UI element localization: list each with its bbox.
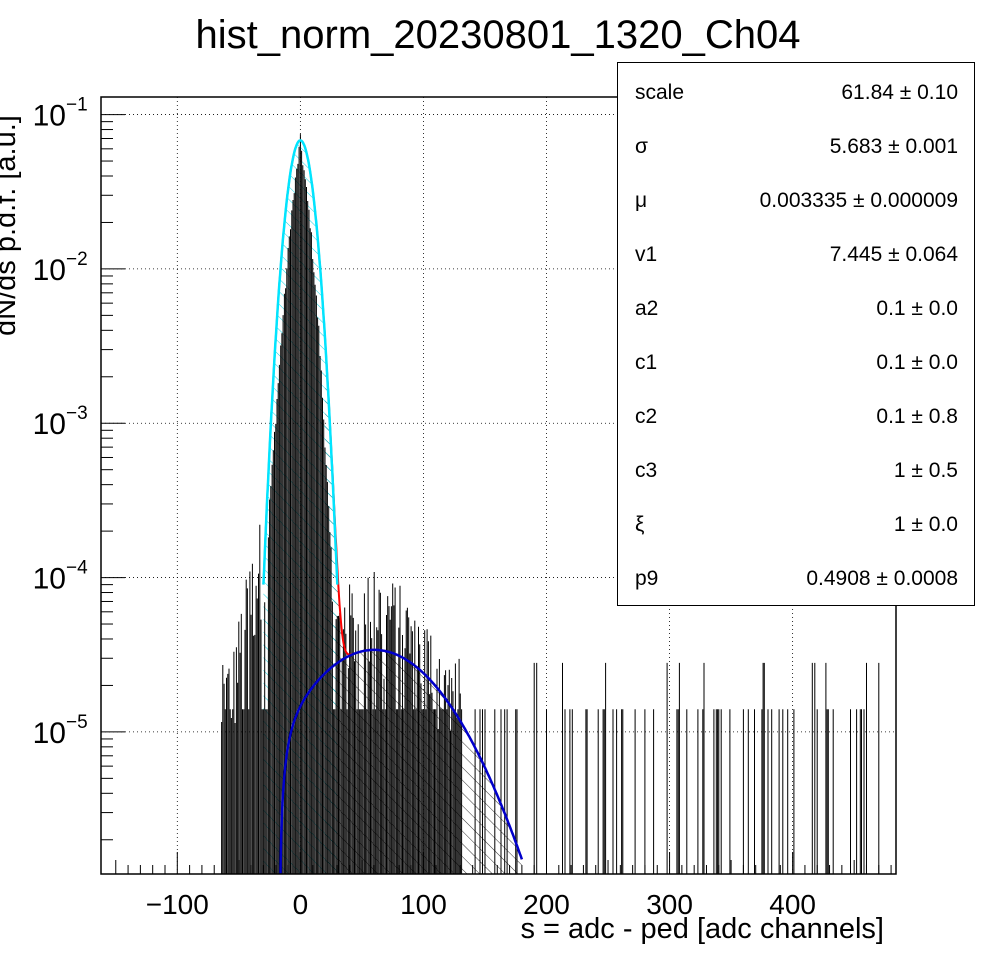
y-tick-exponent: −3	[66, 403, 88, 424]
y-axis: 10−110−210−310−410−5	[33, 95, 125, 841]
y-tick-exponent: −4	[66, 558, 88, 579]
stat-value: 0.1 ± 0.8	[876, 405, 958, 428]
stat-value: 0.1 ± 0.0	[876, 297, 958, 320]
x-tick-label: 0	[293, 889, 309, 920]
stat-name: σ	[635, 135, 648, 158]
x-tick-label: 400	[769, 889, 816, 920]
stats-row: p9 0.4908 ± 0.0008	[618, 551, 974, 605]
x-axis-label: s = adc - ped [adc channels]	[520, 913, 884, 945]
stats-row: scale 61.84 ± 0.10	[618, 65, 974, 119]
histogram-bins	[221, 134, 880, 874]
y-tick-exponent: −1	[66, 95, 88, 116]
stat-name: v1	[635, 243, 658, 266]
stats-row: ξ 1 ± 0.0	[618, 497, 974, 551]
y-tick-exponent: −5	[66, 712, 88, 733]
stat-name: scale	[635, 81, 685, 104]
stats-row: c1 0.1 ± 0.0	[618, 335, 974, 389]
x-tick-label: 200	[523, 889, 570, 920]
stats-row: σ 5.683 ± 0.001	[618, 119, 974, 173]
y-axis-label: dN/ds p.d.f. [a.u.]	[0, 115, 22, 336]
y-tick-label: 10	[33, 254, 66, 287]
stat-value: 61.84 ± 0.10	[841, 81, 958, 104]
stat-value: 1 ± 0.5	[893, 459, 958, 482]
chart-title: hist_norm_20230801_1320_Ch04	[196, 13, 801, 57]
stats-row: a2 0.1 ± 0.0	[618, 281, 974, 335]
histogram-bin-lines	[221, 134, 880, 874]
y-tick-label: 10	[33, 408, 66, 441]
x-tick-label: 100	[400, 889, 447, 920]
signal-fit-curve	[279, 648, 524, 874]
stat-name: c3	[635, 459, 658, 482]
stats-row: c2 0.1 ± 0.8	[618, 389, 974, 443]
stat-name: μ	[635, 189, 648, 212]
x-axis: −100 0 100 200 300 400	[115, 852, 892, 920]
stat-value: 0.4908 ± 0.0008	[806, 567, 958, 590]
stat-value: 0.003335 ± 0.000009	[759, 189, 958, 212]
y-tick-label: 10	[33, 100, 66, 133]
stat-value: 7.445 ± 0.064	[829, 243, 958, 266]
stats-row: μ 0.003335 ± 0.000009	[618, 173, 974, 227]
stat-name: c2	[635, 405, 658, 428]
stat-name: a2	[635, 297, 659, 320]
y-tick-label: 10	[33, 717, 66, 750]
fit-stats-box: scale 61.84 ± 0.10 σ 5.683 ± 0.001 μ 0.0033…	[617, 62, 975, 606]
y-tick-exponent: −2	[66, 249, 88, 270]
stat-value: 5.683 ± 0.001	[829, 135, 958, 158]
stat-name: c1	[635, 351, 658, 374]
y-tick-label: 10	[33, 563, 66, 596]
pedestal-fit-curve	[262, 139, 339, 585]
x-tick-label: 300	[646, 889, 693, 920]
stat-name: p9	[635, 567, 659, 590]
stat-name: ξ	[635, 513, 645, 536]
stats-row: v1 7.445 ± 0.064	[618, 227, 974, 281]
stat-value: 1 ± 0.0	[893, 513, 958, 536]
stats-row: c3 1 ± 0.5	[618, 443, 974, 497]
x-tick-label: −100	[146, 889, 209, 920]
stat-value: 0.1 ± 0.0	[876, 351, 958, 374]
